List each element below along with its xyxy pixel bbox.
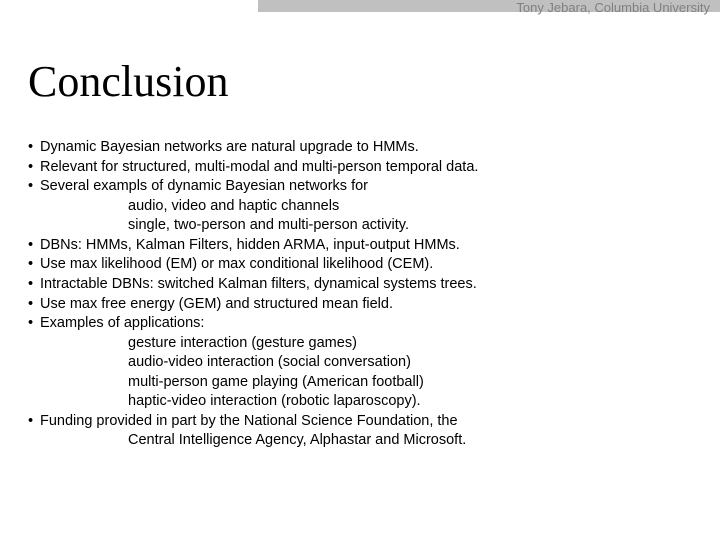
sub-line: haptic-video interaction (robotic laparo… <box>28 392 700 412</box>
bullet-text: Relevant for structured, multi-modal and… <box>40 158 478 178</box>
sub-line: gesture interaction (gesture games) <box>28 334 700 354</box>
bullet-text: Funding provided in part by the National… <box>40 412 458 432</box>
bullet-line: •Use max likelihood (EM) or max conditio… <box>28 255 700 275</box>
bullet-text: DBNs: HMMs, Kalman Filters, hidden ARMA,… <box>40 236 460 256</box>
bullet-line: •Intractable DBNs: switched Kalman filte… <box>28 275 700 295</box>
bullet-text: Several exampls of dynamic Bayesian netw… <box>40 177 368 197</box>
bullet-line: •DBNs: HMMs, Kalman Filters, hidden ARMA… <box>28 236 700 256</box>
bullet-icon: • <box>28 314 40 334</box>
sub-line: audio-video interaction (social conversa… <box>28 353 700 373</box>
bullet-text: Use max likelihood (EM) or max condition… <box>40 255 433 275</box>
bullet-line: •Several exampls of dynamic Bayesian net… <box>28 177 700 197</box>
bullet-text: Dynamic Bayesian networks are natural up… <box>40 138 419 158</box>
slide-body: •Dynamic Bayesian networks are natural u… <box>28 138 700 451</box>
bullet-text: Examples of applications: <box>40 314 204 334</box>
bullet-icon: • <box>28 255 40 275</box>
slide-title: Conclusion <box>28 56 228 107</box>
sub-line: audio, video and haptic channels <box>28 197 700 217</box>
bullet-line: •Dynamic Bayesian networks are natural u… <box>28 138 700 158</box>
sub-line: single, two-person and multi-person acti… <box>28 216 700 236</box>
bullet-icon: • <box>28 138 40 158</box>
bullet-line: •Funding provided in part by the Nationa… <box>28 412 700 432</box>
bullet-text: Intractable DBNs: switched Kalman filter… <box>40 275 477 295</box>
header-author: Tony Jebara, Columbia University <box>516 0 710 15</box>
bullet-text: Use max free energy (GEM) and structured… <box>40 295 393 315</box>
bullet-line: •Use max free energy (GEM) and structure… <box>28 295 700 315</box>
bullet-line: •Relevant for structured, multi-modal an… <box>28 158 700 178</box>
bullet-icon: • <box>28 236 40 256</box>
bullet-icon: • <box>28 158 40 178</box>
sub-line: multi-person game playing (American foot… <box>28 373 700 393</box>
bullet-line: •Examples of applications: <box>28 314 700 334</box>
bullet-icon: • <box>28 412 40 432</box>
bullet-icon: • <box>28 275 40 295</box>
bullet-icon: • <box>28 177 40 197</box>
sub-line: Central Intelligence Agency, Alphastar a… <box>28 431 700 451</box>
bullet-icon: • <box>28 295 40 315</box>
